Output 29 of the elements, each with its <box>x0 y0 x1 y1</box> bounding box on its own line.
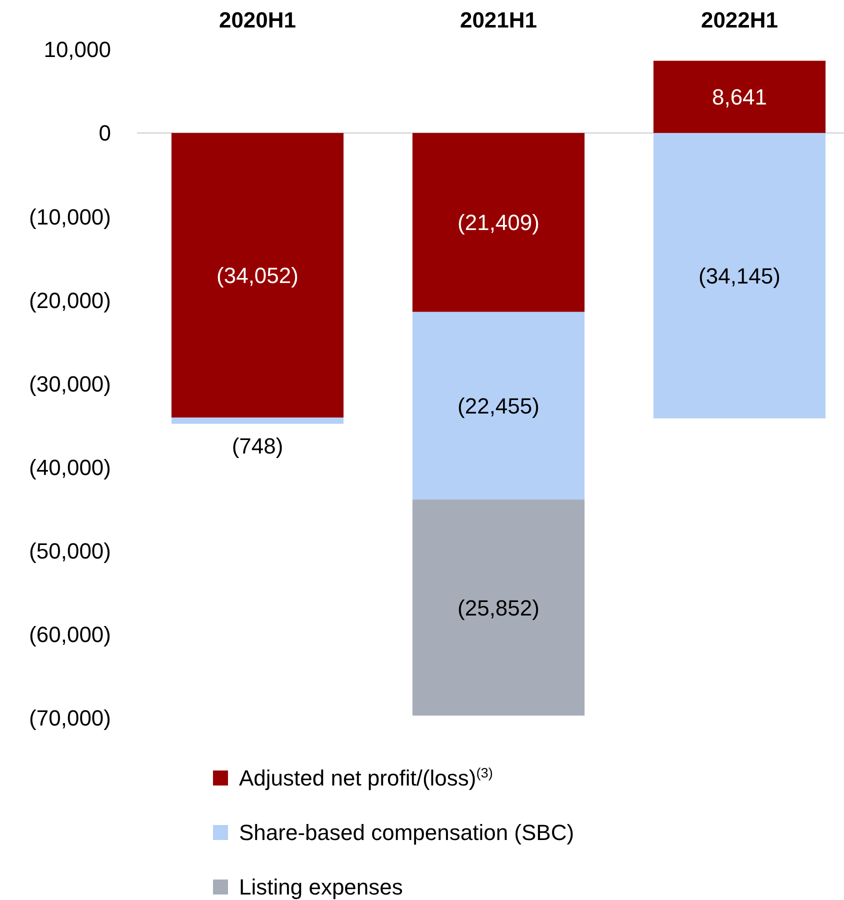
y-tick-label: (50,000) <box>29 538 111 564</box>
y-tick-label: (40,000) <box>29 454 111 480</box>
bar <box>412 312 585 500</box>
y-tick-label: 0 <box>98 120 111 146</box>
x-tick-label: 2020H1 <box>218 8 296 33</box>
bar <box>653 60 826 133</box>
bar <box>412 132 585 312</box>
y-tick-label: (20,000) <box>29 288 111 313</box>
y-tick-label: (70,000) <box>29 706 111 731</box>
data-label: (34,145) <box>698 263 780 288</box>
bar <box>653 132 826 418</box>
data-label: 8,641 <box>712 84 768 110</box>
bar <box>412 500 585 716</box>
data-label: (748) <box>232 434 284 459</box>
y-tick-label: 10,000 <box>44 37 111 62</box>
legend-label: Share-based compensation (SBC) <box>239 820 574 846</box>
data-label: (21,409) <box>458 210 540 236</box>
y-tick-label: (60,000) <box>29 622 111 648</box>
data-label: (22,455) <box>458 393 540 418</box>
legend-label: Adjusted net profit/(loss)$^{(3)}$ <box>239 765 493 791</box>
y-tick-label: (30,000) <box>29 371 111 396</box>
x-tick-label: 2021H1 <box>460 8 538 33</box>
data-label: (34,052) <box>216 262 298 288</box>
data-label: (25,852) <box>458 595 540 620</box>
bar <box>171 132 344 418</box>
legend-label: Listing expenses <box>239 874 403 900</box>
bar <box>171 418 344 424</box>
x-tick-label: 2022H1 <box>700 8 778 33</box>
y-tick-label: (10,000) <box>29 204 111 230</box>
